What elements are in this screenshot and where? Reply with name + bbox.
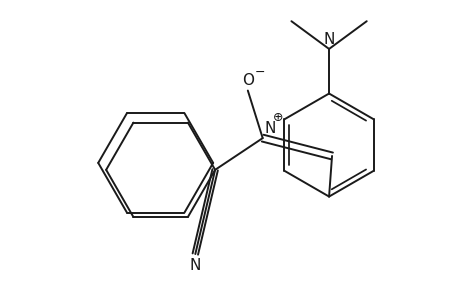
Text: ⊕: ⊕ — [273, 111, 283, 124]
Text: N: N — [264, 121, 275, 136]
Text: −: − — [254, 66, 264, 79]
Text: O: O — [241, 73, 253, 88]
Text: N: N — [323, 32, 334, 47]
Text: N: N — [189, 258, 201, 273]
